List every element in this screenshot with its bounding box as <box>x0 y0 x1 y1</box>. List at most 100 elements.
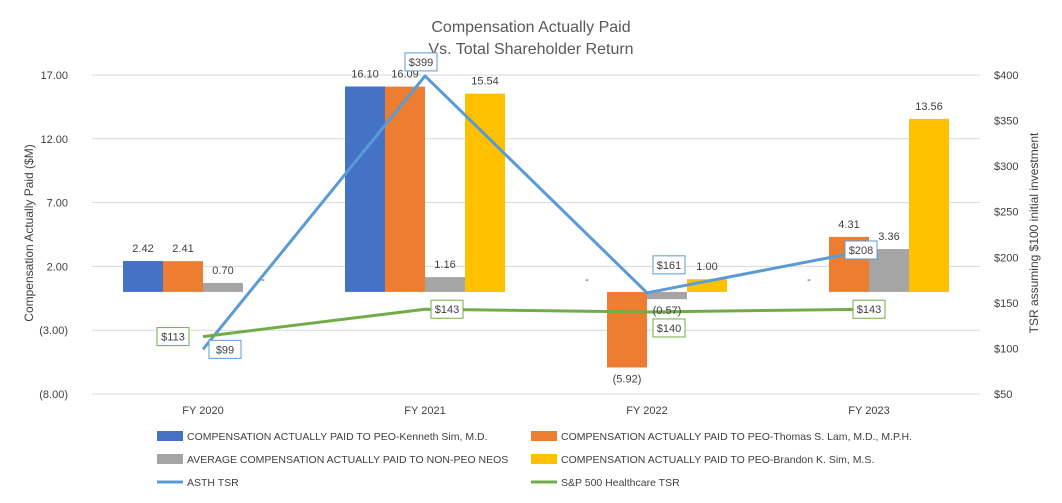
tsr-data-label: $113 <box>156 327 190 347</box>
tsr-label-box <box>652 318 686 338</box>
y-tick-label: 7.00 <box>47 198 68 210</box>
tsr-lines <box>201 74 870 351</box>
tsr-label-text: $113 <box>161 332 185 344</box>
x-tick-label: FY 2022 <box>626 405 667 417</box>
y-axis: 17.00 12.00 7.00 2.00 (3.00) (8.00) <box>39 70 68 401</box>
grid <box>92 74 980 395</box>
bar-data-label: 15.54 <box>471 76 499 88</box>
legend-item: ASTH TSR <box>157 477 239 489</box>
y2-tick-label: $350 <box>994 116 1018 128</box>
legend-label: S&P 500 Healthcare TSR <box>561 477 680 489</box>
bar <box>647 291 687 300</box>
tsr-data-label: $143 <box>430 299 464 319</box>
tsr-line <box>202 307 870 339</box>
bar-data-label: 3.36 <box>878 231 899 243</box>
tsr-data-label: $140 <box>652 318 686 338</box>
y-tick-label: 12.00 <box>40 134 68 146</box>
bars <box>123 86 949 368</box>
bar-data-label: (5.92) <box>613 373 642 385</box>
y2-tick-label: $100 <box>994 343 1018 355</box>
bar-data-label: 2.41 <box>172 243 193 255</box>
tsr-data-label: $161 <box>652 255 686 275</box>
tsr-data-label: $99 <box>208 339 242 359</box>
bar-data-label: - <box>261 274 265 286</box>
y2-tick-label: $50 <box>994 389 1012 401</box>
tsr-label-box <box>852 299 886 319</box>
tsr-label-text: $143 <box>857 304 881 316</box>
bar-data-label: 13.56 <box>915 101 943 113</box>
legend-swatch <box>157 431 183 441</box>
tsr-label-text: $399 <box>409 57 433 69</box>
tsr-label-box <box>156 327 190 347</box>
bar-data-label: - <box>585 274 589 286</box>
bar-data-label: - <box>807 274 811 286</box>
tsr-label-text: $161 <box>657 260 681 272</box>
legend-item: AVERAGE COMPENSATION ACTUALLY PAID TO NO… <box>157 454 508 466</box>
bar-data-labels: 2.42 16.10 - - 2.41 16.09 (5.92) 4.31 0.70 1.16 (0… <box>132 68 942 385</box>
x-tick-label: FY 2020 <box>182 405 223 417</box>
tsr-label-text: $99 <box>216 344 234 356</box>
bar <box>909 118 949 292</box>
x-axis: FY 2020 FY 2021 FY 2022 FY 2023 <box>182 405 889 417</box>
y-axis-title: Compensation Actually Paid ($M) <box>22 144 36 321</box>
y2-axis-title: TSR assuming $100 initial investment <box>1027 132 1041 333</box>
line-data-labels: $99 $399 $161 $208 $113 $143 $140 $143 <box>156 52 886 359</box>
tsr-data-label: $208 <box>844 240 878 260</box>
x-tick-label: FY 2021 <box>404 405 445 417</box>
tsr-data-label: $399 <box>404 52 438 72</box>
legend-item: S&P 500 Healthcare TSR <box>531 477 680 489</box>
bar-data-label: 2.42 <box>132 243 153 255</box>
tsr-label-text: $143 <box>435 304 459 316</box>
y-tick-label: (3.00) <box>39 325 68 337</box>
tsr-data-label: $143 <box>852 299 886 319</box>
tsr-label-box <box>430 299 464 319</box>
tsr-label-text: $208 <box>849 245 873 257</box>
y2-tick-label: $300 <box>994 161 1018 173</box>
bar <box>425 277 465 292</box>
bar <box>203 282 243 292</box>
chart-subtitle: Vs. Total Shareholder Return <box>428 41 633 58</box>
bar-data-label: 1.16 <box>434 259 455 271</box>
bar <box>607 291 647 368</box>
y-tick-label: (8.00) <box>39 389 68 401</box>
bar-data-label: 16.10 <box>351 68 379 80</box>
legend-label: AVERAGE COMPENSATION ACTUALLY PAID TO NO… <box>187 454 508 466</box>
bar-data-label: (0.57) <box>653 305 682 317</box>
bar <box>345 86 385 292</box>
tsr-label-text: $140 <box>657 323 681 335</box>
y2-tick-label: $150 <box>994 298 1018 310</box>
legend-item: COMPENSATION ACTUALLY PAID TO PEO-Brando… <box>531 454 874 466</box>
legend-label: ASTH TSR <box>187 477 239 489</box>
bar-data-label: 0.70 <box>212 265 233 277</box>
tsr-line <box>201 74 870 351</box>
y-tick-label: 2.00 <box>47 261 68 273</box>
y2-tick-label: $200 <box>994 252 1018 264</box>
y-tick-label: 17.00 <box>40 70 68 82</box>
x-tick-label: FY 2023 <box>848 405 889 417</box>
bar-data-label: 16.09 <box>391 69 419 81</box>
bar <box>385 86 425 292</box>
legend-swatch <box>157 454 183 464</box>
tsr-label-box <box>208 339 242 359</box>
bar-data-label: 1.00 <box>696 261 717 273</box>
legend-label: COMPENSATION ACTUALLY PAID TO PEO-Brando… <box>561 454 874 466</box>
bar <box>123 261 163 292</box>
bar <box>465 93 505 292</box>
bar-data-label: 4.31 <box>838 219 859 231</box>
y2-tick-label: $250 <box>994 207 1018 219</box>
legend-label: COMPENSATION ACTUALLY PAID TO PEO-Thomas… <box>561 431 912 443</box>
tsr-label-box <box>404 52 438 72</box>
legend-item: COMPENSATION ACTUALLY PAID TO PEO-Thomas… <box>531 431 912 443</box>
chart-title: Compensation Actually Paid <box>431 19 630 36</box>
bar <box>163 261 203 292</box>
legend-swatch <box>531 454 557 464</box>
y2-tick-label: $400 <box>994 70 1018 82</box>
tsr-label-box <box>652 255 686 275</box>
y2-axis: $400 $350 $300 $250 $200 $150 $100 $50 <box>994 70 1018 401</box>
legend-swatch <box>531 431 557 441</box>
tsr-label-box <box>844 240 878 260</box>
legend-item: COMPENSATION ACTUALLY PAID TO PEO-Kennet… <box>157 431 488 443</box>
legend-label: COMPENSATION ACTUALLY PAID TO PEO-Kennet… <box>187 431 488 443</box>
legend: COMPENSATION ACTUALLY PAID TO PEO-Kennet… <box>157 431 912 489</box>
